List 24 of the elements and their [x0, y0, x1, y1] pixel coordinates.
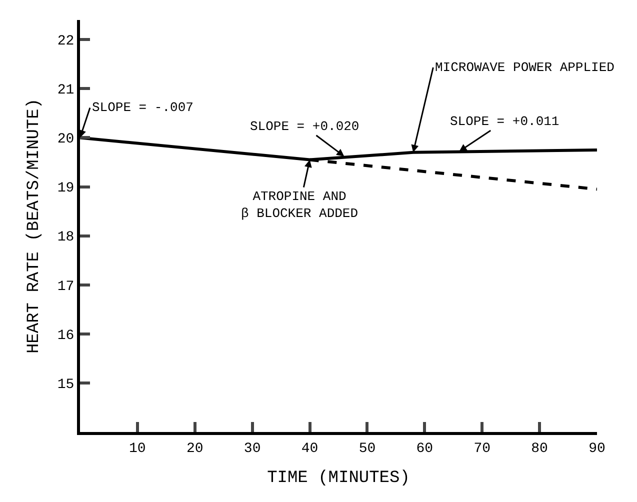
annotation: MICROWAVE POWER APPLIED	[435, 60, 615, 75]
annotation: SLOPE = -.007	[92, 100, 194, 115]
x-tick-label: 90	[588, 440, 606, 457]
x-tick-label: 80	[531, 440, 548, 457]
y-tick-label: 20	[57, 132, 74, 148]
annotation: ATROPINE AND β BLOCKER ADDED	[241, 189, 358, 221]
y-tick-label: 18	[57, 230, 74, 246]
y-tick-label: 15	[57, 376, 74, 393]
x-axis-title: TIME (MINUTES)	[267, 469, 410, 488]
x-tick-label: 40	[301, 440, 318, 457]
annotation: SLOPE = +0.020	[250, 119, 360, 134]
x-tick-label: 20	[186, 440, 204, 457]
y-tick-label: 21	[57, 82, 74, 99]
y-axis-title: HEART RATE (BEATS/MINUTE)	[24, 98, 44, 354]
annotation: SLOPE = +0.011	[450, 114, 560, 129]
x-tick-label: 50	[358, 440, 376, 457]
x-tick-label: 60	[416, 440, 434, 457]
y-tick-label: 19	[57, 180, 74, 197]
x-tick-label: 30	[244, 440, 261, 457]
y-tick-label: 22	[57, 34, 74, 50]
y-tick-label: 17	[57, 278, 74, 295]
x-tick-label: 70	[474, 440, 491, 457]
x-tick-label: 10	[129, 440, 146, 457]
y-tick-label: 16	[57, 328, 74, 344]
